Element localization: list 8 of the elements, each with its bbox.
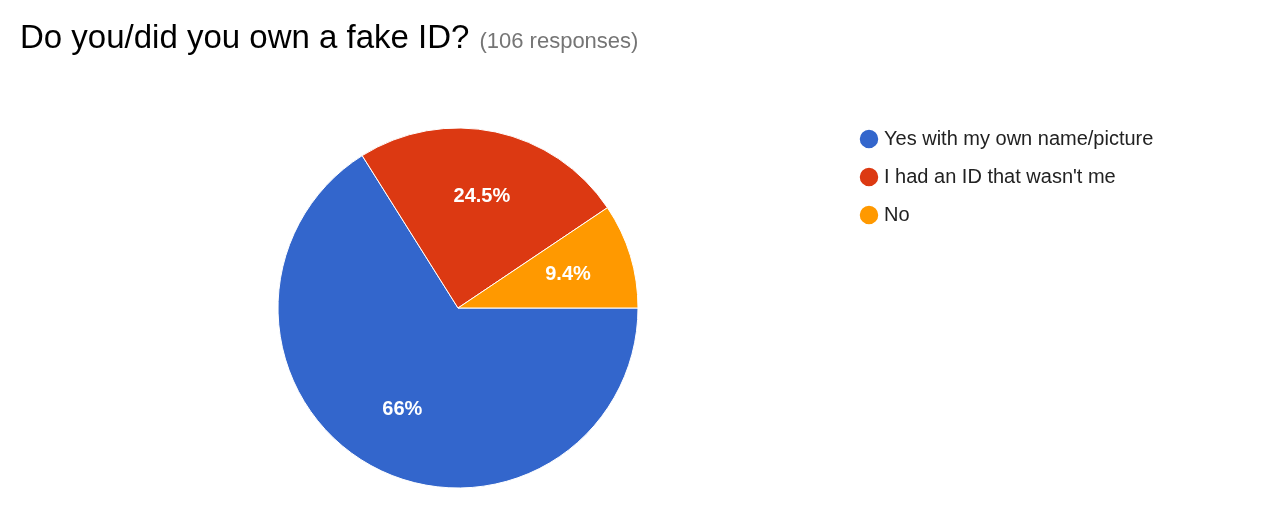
legend-label: No bbox=[884, 203, 910, 225]
legend-label: I had an ID that wasn't me bbox=[884, 165, 1116, 187]
data-label: 66% bbox=[382, 396, 423, 419]
chart-subtitle: (106 responses) bbox=[479, 28, 639, 53]
legend-label: Yes with my own name/picture bbox=[884, 127, 1154, 149]
data-label: 24.5% bbox=[453, 183, 511, 206]
data-label: 9.4% bbox=[545, 262, 592, 285]
chart-title: Do you/did you own a fake ID? bbox=[20, 18, 470, 55]
